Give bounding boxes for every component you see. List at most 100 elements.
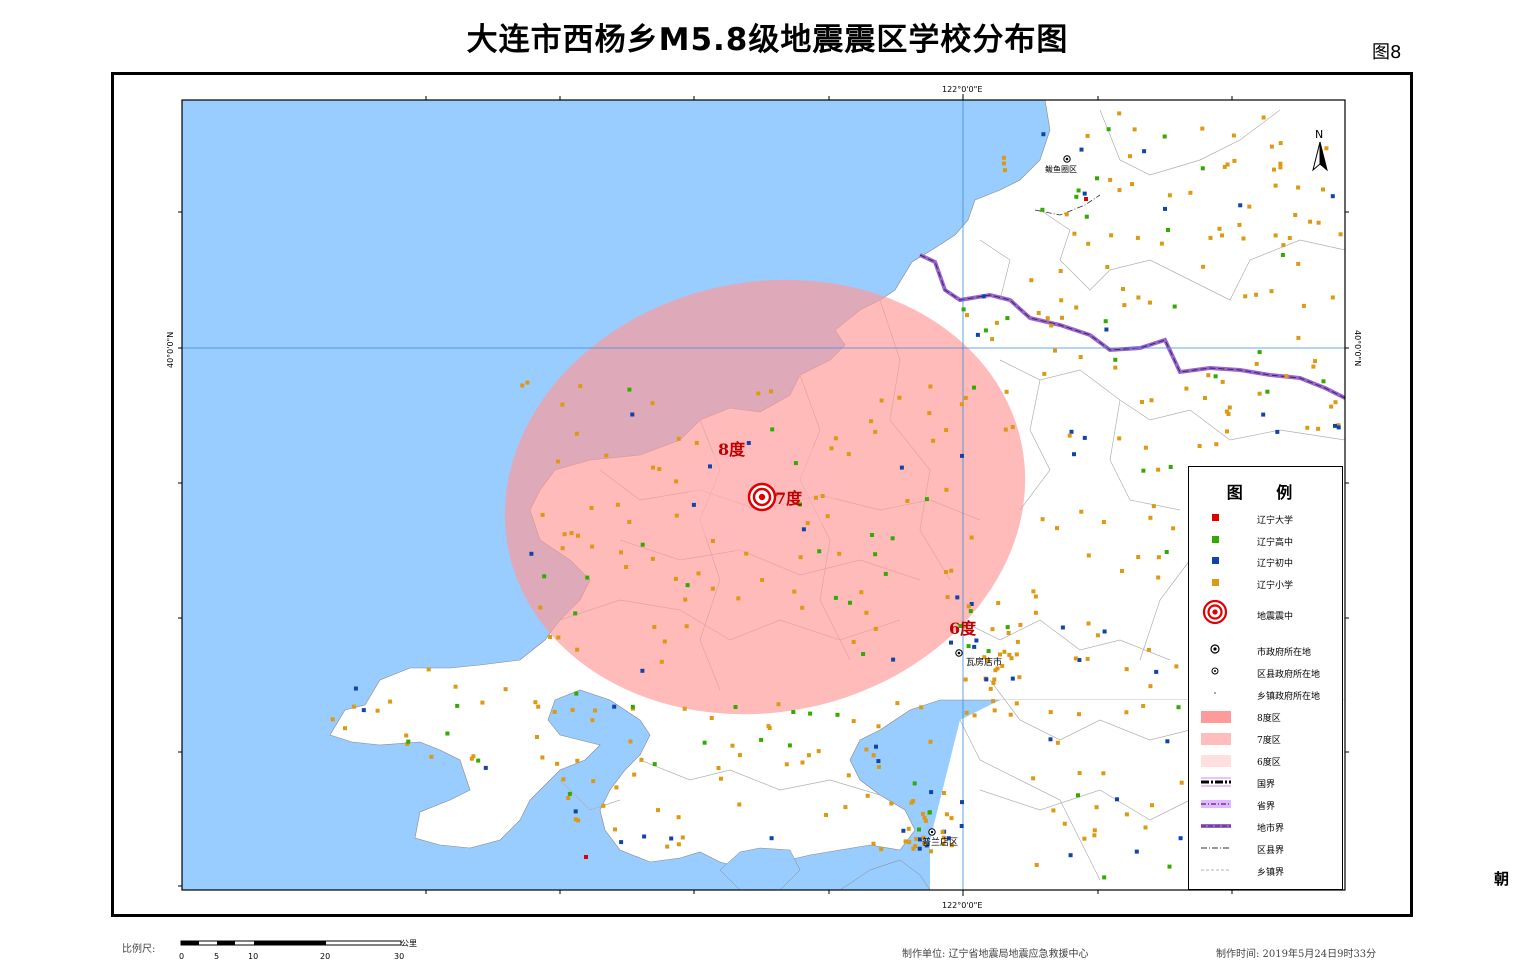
school-marker-primary[interactable]	[869, 419, 874, 424]
school-marker-primary[interactable]	[628, 739, 633, 744]
school-markers[interactable]	[330, 111, 1343, 880]
school-marker-high[interactable]	[873, 552, 878, 557]
school-marker-primary[interactable]	[710, 586, 715, 591]
school-marker-middle[interactable]	[1238, 203, 1243, 208]
school-marker-primary[interactable]	[650, 556, 655, 561]
school-marker-university[interactable]	[1084, 197, 1088, 201]
school-marker-middle[interactable]	[959, 824, 964, 828]
school-marker-middle[interactable]	[876, 759, 881, 764]
school-marker-middle[interactable]	[1115, 797, 1119, 802]
school-marker-middle[interactable]	[974, 638, 979, 643]
school-marker-high[interactable]	[958, 624, 963, 628]
school-marker-primary[interactable]	[833, 436, 838, 441]
school-marker-primary[interactable]	[922, 815, 927, 820]
school-marker-primary[interactable]	[991, 699, 996, 704]
school-marker-primary[interactable]	[769, 389, 773, 394]
school-marker-high[interactable]	[924, 497, 929, 502]
school-marker-primary[interactable]	[548, 635, 553, 639]
school-marker-primary[interactable]	[922, 841, 927, 846]
school-marker-middle[interactable]	[949, 640, 953, 645]
school-marker-primary[interactable]	[1140, 400, 1144, 404]
school-marker-primary[interactable]	[1108, 177, 1113, 182]
school-marker-high[interactable]	[1103, 319, 1108, 324]
school-marker-high[interactable]	[1213, 374, 1218, 379]
school-marker-primary[interactable]	[709, 716, 714, 720]
school-marker-primary[interactable]	[1293, 213, 1298, 217]
school-marker-primary[interactable]	[656, 808, 660, 813]
school-marker-high[interactable]	[1102, 875, 1107, 880]
school-marker-primary[interactable]	[716, 766, 721, 770]
school-marker-high[interactable]	[817, 549, 822, 554]
school-marker-primary[interactable]	[1278, 161, 1283, 166]
school-marker-primary[interactable]	[1077, 712, 1081, 717]
school-marker-primary[interactable]	[1095, 633, 1100, 638]
school-marker-primary[interactable]	[1222, 164, 1227, 169]
school-marker-primary[interactable]	[562, 532, 567, 537]
school-marker-primary[interactable]	[536, 704, 541, 709]
school-marker-middle[interactable]	[630, 412, 635, 417]
school-marker-primary[interactable]	[965, 313, 969, 318]
school-marker-middle[interactable]	[1082, 191, 1087, 196]
school-marker-primary[interactable]	[1086, 621, 1091, 626]
school-marker-middle[interactable]	[1261, 412, 1266, 417]
school-marker-primary[interactable]	[1324, 146, 1329, 151]
school-marker-high[interactable]	[870, 533, 874, 537]
school-marker-primary[interactable]	[1254, 292, 1259, 297]
school-marker-primary[interactable]	[1156, 575, 1161, 580]
school-marker-primary[interactable]	[576, 533, 580, 538]
school-marker-primary[interactable]	[665, 844, 670, 849]
school-marker-primary[interactable]	[540, 755, 545, 760]
school-marker-primary[interactable]	[469, 756, 474, 761]
city-seat-marker-bayuquan[interactable]	[1063, 155, 1071, 163]
school-marker-primary[interactable]	[969, 535, 974, 540]
school-marker-primary[interactable]	[575, 647, 580, 652]
school-marker-primary[interactable]	[1220, 379, 1225, 384]
school-marker-primary[interactable]	[1232, 158, 1237, 163]
school-marker-primary[interactable]	[1033, 610, 1038, 615]
school-marker-primary[interactable]	[941, 841, 946, 846]
school-marker-primary[interactable]	[798, 555, 803, 560]
school-marker-high[interactable]	[890, 536, 895, 541]
school-marker-primary[interactable]	[650, 401, 655, 406]
school-marker-primary[interactable]	[1257, 391, 1262, 396]
school-marker-primary[interactable]	[589, 505, 594, 510]
school-marker-primary[interactable]	[1136, 295, 1141, 300]
school-marker-primary[interactable]	[1092, 828, 1097, 833]
school-marker-primary[interactable]	[784, 762, 789, 767]
school-marker-primary[interactable]	[719, 776, 723, 781]
school-marker-primary[interactable]	[1316, 220, 1321, 225]
school-marker-primary[interactable]	[1060, 315, 1064, 320]
school-marker-primary[interactable]	[639, 757, 644, 762]
school-marker-middle[interactable]	[1079, 147, 1084, 152]
school-marker-primary[interactable]	[944, 487, 949, 492]
school-marker-middle[interactable]	[918, 837, 922, 842]
school-marker-primary[interactable]	[1001, 161, 1006, 166]
school-marker-primary[interactable]	[736, 596, 741, 601]
school-marker-high[interactable]	[917, 827, 921, 832]
school-marker-primary[interactable]	[1226, 412, 1231, 416]
school-marker-primary[interactable]	[1321, 187, 1325, 192]
school-marker-primary[interactable]	[1261, 115, 1266, 120]
school-marker-high[interactable]	[733, 705, 738, 709]
school-marker-primary[interactable]	[1225, 429, 1229, 434]
school-marker-high[interactable]	[1167, 864, 1172, 869]
school-marker-primary[interactable]	[1029, 278, 1034, 283]
school-marker-primary[interactable]	[1073, 656, 1078, 661]
school-marker-middle[interactable]	[901, 828, 906, 833]
school-marker-high[interactable]	[791, 710, 796, 714]
school-marker-primary[interactable]	[829, 446, 834, 451]
school-marker-primary[interactable]	[1272, 167, 1276, 172]
school-marker-primary[interactable]	[405, 742, 410, 746]
school-marker-primary[interactable]	[632, 772, 637, 777]
school-marker-primary[interactable]	[1208, 235, 1213, 240]
school-marker-primary[interactable]	[1278, 141, 1283, 146]
school-marker-primary[interactable]	[1156, 555, 1161, 560]
school-marker-primary[interactable]	[1017, 675, 1022, 680]
school-marker-primary[interactable]	[593, 708, 598, 713]
school-marker-primary[interactable]	[996, 601, 1001, 605]
school-marker-primary[interactable]	[676, 815, 681, 820]
school-marker-primary[interactable]	[1124, 667, 1129, 672]
school-marker-high[interactable]	[861, 652, 866, 656]
school-marker-primary[interactable]	[1062, 821, 1067, 826]
school-marker-high[interactable]	[1074, 194, 1079, 199]
